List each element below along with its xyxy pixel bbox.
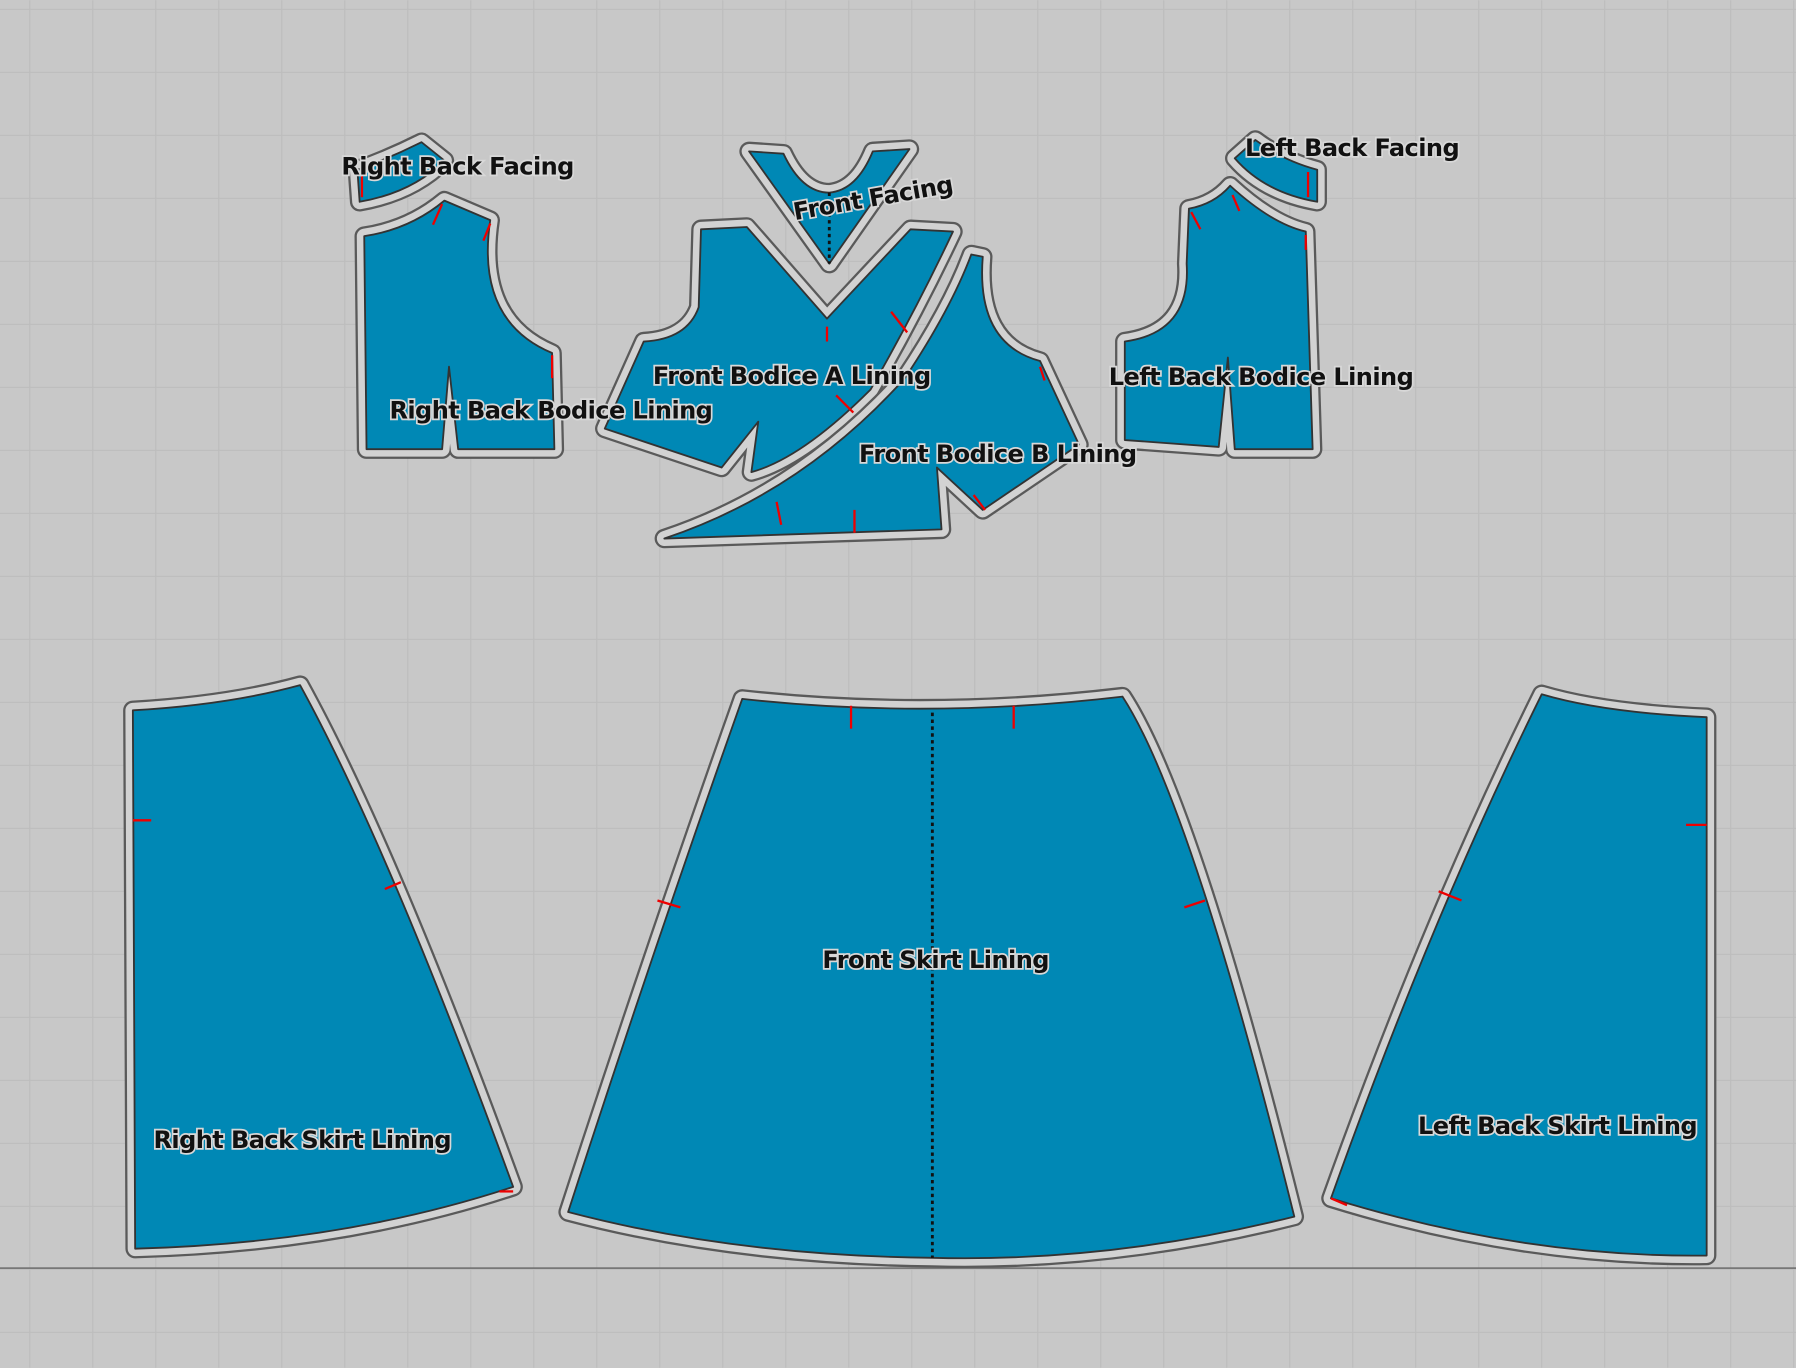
piece-label: Left Back Bodice Lining bbox=[1109, 363, 1413, 391]
pattern-piece-right-back-skirt-lining[interactable] bbox=[123, 675, 523, 1259]
notch-mark bbox=[775, 501, 783, 526]
pattern-piece-left-back-skirt-lining[interactable] bbox=[1321, 684, 1717, 1266]
notch-mark bbox=[1330, 1197, 1348, 1207]
piece-label: Front Bodice A Lining bbox=[653, 362, 931, 390]
notch-mark bbox=[431, 203, 444, 226]
notch-mark bbox=[972, 494, 986, 511]
piece-body bbox=[356, 141, 446, 203]
pattern-piece-right-back-bodice-lining[interactable] bbox=[354, 190, 565, 459]
piece-body bbox=[603, 226, 954, 474]
notch-mark bbox=[1183, 899, 1206, 909]
piece-label: Front Bodice B Lining bbox=[859, 440, 1136, 468]
notch-mark bbox=[835, 394, 855, 414]
piece-body bbox=[1123, 184, 1314, 451]
piece-body bbox=[1330, 693, 1708, 1257]
piece-body bbox=[1233, 139, 1319, 203]
pattern-piece-front-bodice-b-lining[interactable] bbox=[654, 244, 1089, 549]
notch-mark bbox=[657, 899, 681, 909]
piece-label: Right Back Skirt Lining bbox=[153, 1126, 451, 1154]
piece-label: Left Back Skirt Lining bbox=[1418, 1112, 1697, 1140]
pattern-piece-front-bodice-a-lining[interactable] bbox=[595, 217, 963, 482]
notch-mark bbox=[1038, 366, 1046, 381]
pattern-piece-left-back-bodice-lining[interactable] bbox=[1115, 176, 1323, 459]
notch-mark bbox=[384, 881, 402, 891]
piece-body bbox=[567, 695, 1296, 1260]
notch-mark bbox=[1190, 211, 1202, 230]
pattern-piece-front-skirt-lining[interactable] bbox=[558, 686, 1305, 1268]
pattern-piece-front-facing[interactable] bbox=[739, 139, 920, 274]
piece-label: Left Back Facing bbox=[1245, 134, 1459, 162]
piece-label: Right Back Facing bbox=[341, 152, 573, 180]
pattern-piece-left-back-facing[interactable] bbox=[1225, 130, 1327, 212]
notch-mark bbox=[1438, 890, 1462, 902]
notch-mark bbox=[1231, 194, 1241, 212]
piece-label: Front Skirt Lining bbox=[822, 946, 1049, 974]
piece-body bbox=[663, 253, 1080, 540]
notch-mark bbox=[482, 223, 492, 242]
notch-mark bbox=[890, 311, 909, 334]
pattern-piece-right-back-facing[interactable] bbox=[347, 132, 455, 212]
piece-body bbox=[131, 684, 515, 1250]
piece-label: Right Back Bodice Lining bbox=[389, 396, 712, 424]
